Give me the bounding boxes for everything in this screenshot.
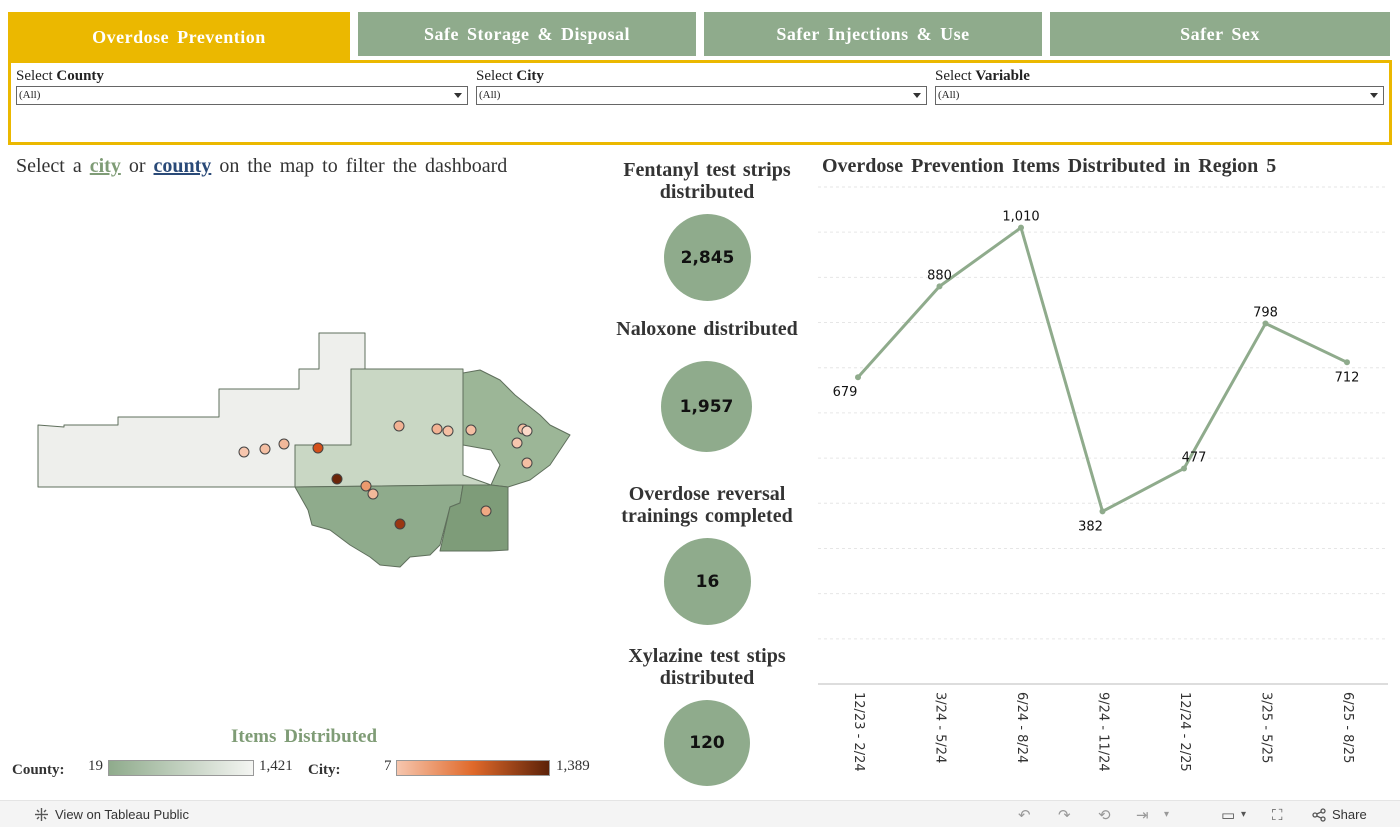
share-icon (1312, 807, 1326, 822)
variable-filter: Select Variable (All) (935, 67, 1384, 105)
chevron-down-icon (454, 93, 462, 98)
city-dot[interactable] (312, 442, 324, 454)
county-east[interactable] (462, 369, 571, 488)
data-label: 880 (927, 268, 952, 283)
city-gradient-bar (396, 760, 550, 776)
kpi-naloxone-title: Naloxone distributed (616, 318, 798, 340)
city-filter: Select City (All) (476, 67, 927, 105)
chevron-down-icon (913, 93, 921, 98)
legend-county-max: 1,421 (259, 758, 293, 774)
chevron-down-icon[interactable]: ▾ (1241, 809, 1247, 820)
city-filter-label: Select City (476, 68, 544, 84)
city-dot[interactable] (521, 425, 533, 437)
tab-safer-sex[interactable]: Safer Sex (1050, 12, 1390, 56)
city-dot[interactable] (431, 423, 443, 435)
data-point[interactable] (936, 283, 943, 290)
data-label: 712 (1335, 370, 1360, 385)
kpi-xylazine-value: 120 (664, 700, 750, 786)
county-gradient-bar (108, 760, 254, 776)
city-dot[interactable] (259, 443, 271, 455)
x-tick-label: 12/24 - 2/25 (1177, 692, 1192, 772)
variable-filter-label: Select Variable (935, 68, 1030, 84)
county-word: county (153, 155, 212, 177)
tableau-toolbar: View on Tableau Public ↶ ↷ ⟲ ⇥ ▾ ▭ ▾ ⛶ S… (0, 800, 1400, 827)
city-dot[interactable] (394, 518, 406, 530)
city-word: city (89, 155, 121, 177)
data-point[interactable] (1099, 508, 1106, 515)
dashboard-tabs: Overdose Prevention Safe Storage & Dispo… (8, 12, 1390, 62)
tab-safe-storage-disposal[interactable]: Safe Storage & Disposal (358, 12, 696, 56)
data-point[interactable] (855, 374, 861, 381)
legend-title: Items Distributed (231, 726, 378, 747)
data-point[interactable] (1018, 224, 1024, 231)
city-dot[interactable] (360, 480, 372, 492)
city-dot[interactable] (238, 446, 250, 458)
fullscreen-icon[interactable]: ⛶ (1272, 806, 1283, 824)
city-dot[interactable] (465, 424, 477, 436)
city-dot[interactable] (367, 488, 379, 500)
data-label: 1,010 (1002, 210, 1039, 225)
city-dot[interactable] (393, 420, 405, 432)
data-label: 679 (833, 385, 858, 400)
data-label: 798 (1253, 305, 1278, 320)
tab-overdose-prevention[interactable]: Overdose Prevention (8, 12, 350, 62)
region-map[interactable] (30, 325, 580, 575)
legend-city-label: City: (308, 762, 341, 778)
data-label: 477 (1182, 450, 1207, 465)
chevron-down-icon[interactable]: ▾ (1164, 809, 1170, 820)
city-dot[interactable] (511, 437, 523, 449)
line-chart: 679 12/23 - 2/24 880 3/24 - 5/24 1,010 6/24 -… (818, 186, 1388, 772)
city-dot[interactable] (278, 438, 290, 450)
revert-icon[interactable]: ⟲ (1098, 806, 1111, 824)
x-tick-label: 3/25 - 5/25 (1259, 692, 1274, 763)
county-filter: Select County (All) (16, 67, 468, 105)
kpi-trainings-value: 16 (664, 538, 751, 625)
legend-county-min: 19 (88, 758, 103, 774)
kpi-xylazine-title: Xylazine test stips distributed (628, 645, 786, 689)
view-on-tableau-label: View on Tableau Public (55, 807, 189, 822)
legend-city-max: 1,389 (556, 758, 590, 774)
city-select[interactable]: (All) (476, 86, 927, 105)
share-button[interactable]: Share (1312, 807, 1367, 822)
kpi-naloxone-value: 1,957 (661, 361, 752, 452)
county-filter-label: Select County (16, 68, 104, 84)
city-dot[interactable] (442, 425, 454, 437)
x-tick-label: 6/24 - 8/24 (1014, 692, 1029, 763)
redo-icon[interactable]: ↷ (1058, 806, 1071, 824)
comment-icon[interactable]: ▭ (1221, 806, 1236, 824)
map-instruction: Select a city or county on the map to fi… (16, 155, 508, 177)
data-point[interactable] (1262, 320, 1269, 327)
x-tick-label: 12/23 - 2/24 (851, 692, 866, 772)
x-tick-label: 6/25 - 8/25 (1340, 692, 1355, 763)
chart-title: Overdose Prevention Items Distributed in… (822, 155, 1277, 177)
tab-safer-injections-use[interactable]: Safer Injections & Use (704, 12, 1042, 56)
data-point[interactable] (1181, 465, 1187, 472)
x-tick-label: 9/24 - 11/24 (1096, 692, 1111, 772)
legend-city-min: 7 (384, 758, 392, 774)
kpi-fentanyl-value: 2,845 (664, 214, 751, 301)
county-southeast[interactable] (439, 484, 509, 552)
county-south[interactable] (294, 484, 464, 568)
x-tick-label: 3/24 - 5/24 (933, 692, 948, 763)
legend-county-label: County: (12, 762, 65, 778)
undo-icon[interactable]: ↶ (1018, 806, 1031, 824)
chevron-down-icon (1370, 93, 1378, 98)
filter-panel: Select County (All) Select City (All) Se… (8, 60, 1392, 145)
view-on-tableau-link[interactable]: View on Tableau Public (34, 807, 189, 822)
share-label: Share (1332, 807, 1367, 822)
county-select[interactable]: (All) (16, 86, 468, 105)
tableau-logo-icon (35, 808, 48, 821)
city-dot[interactable] (521, 457, 533, 469)
data-point[interactable] (1344, 359, 1350, 366)
kpi-trainings-title: Overdose reversal trainings completed (621, 483, 793, 527)
kpi-fentanyl-title: Fentanyl test strips distributed (623, 159, 791, 203)
city-dot[interactable] (331, 473, 343, 485)
variable-select[interactable]: (All) (935, 86, 1384, 105)
city-dot[interactable] (480, 505, 492, 517)
refresh-icon[interactable]: ⇥ (1136, 806, 1149, 824)
data-label: 382 (1078, 519, 1103, 534)
